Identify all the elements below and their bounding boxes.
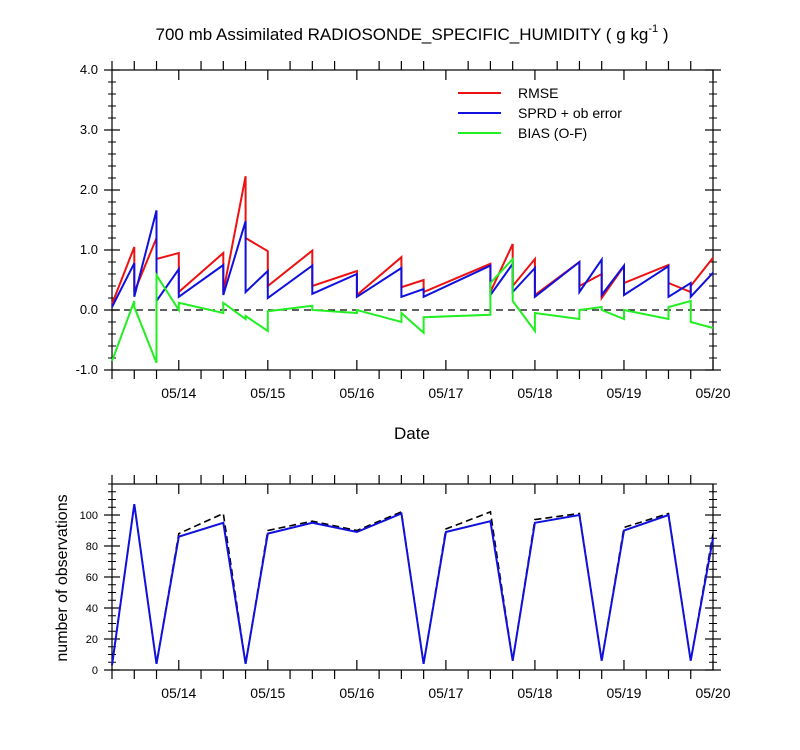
y-tick-label: 3.0 <box>80 122 98 137</box>
x-axis-label: Date <box>394 424 430 443</box>
plot-frame <box>111 69 714 371</box>
x-tick-label: 05/19 <box>606 385 641 401</box>
y-tick-label: 60 <box>86 572 98 584</box>
bottom-panel: 05/14 05/15 05/16 05/17 05/18 05/19 05/20 0 20 40… <box>80 475 731 701</box>
series-line-assimilated <box>111 503 714 666</box>
x-tick-label: 05/18 <box>517 685 552 701</box>
y-tick-label: 1.0 <box>80 242 98 257</box>
top-panel: 05/14 05/15 05/16 05/17 05/18 05/19 05/20 -1.0 0… <box>76 61 731 401</box>
series-line-sprd-ob-error <box>111 210 714 308</box>
chart-title: 700 mb Assimilated RADIOSONDE_SPECIFIC_H… <box>156 23 669 44</box>
y-tick-label: 0 <box>92 665 98 677</box>
y-tick-label: 2.0 <box>80 182 98 197</box>
x-tick-label: 05/17 <box>428 385 463 401</box>
y-axis-label-observations: number of observations <box>54 494 71 661</box>
x-tick-label: 05/20 <box>695 685 730 701</box>
plot-frame <box>111 483 714 671</box>
chart-title-end: ) <box>658 25 668 44</box>
x-tick-label: 05/14 <box>161 385 196 401</box>
x-tick-label: 05/17 <box>428 685 463 701</box>
legend-label: RMSE <box>518 85 558 101</box>
chart-title-main: 700 mb Assimilated RADIOSONDE_SPECIFIC_H… <box>156 25 649 44</box>
legend-label: SPRD + ob error <box>518 105 622 121</box>
x-tick-label: 05/16 <box>339 385 374 401</box>
y-tick-label: 0.0 <box>80 302 98 317</box>
x-tick-label: 05/20 <box>695 385 730 401</box>
y-tick-label: 20 <box>86 634 98 646</box>
x-tick-label: 05/15 <box>250 685 285 701</box>
x-tick-label: 05/15 <box>250 385 285 401</box>
y-tick-label: 40 <box>86 603 98 615</box>
series-line-bias-o-f <box>111 256 714 364</box>
x-tick-label: 05/19 <box>606 685 641 701</box>
series-line-rmse <box>111 176 714 305</box>
chart-title-sup: -1 <box>648 23 658 35</box>
x-tick-label: 05/14 <box>161 685 196 701</box>
legend-label: BIAS (O-F) <box>518 125 587 141</box>
y-tick-label: 80 <box>86 541 98 553</box>
y-tick-label: 100 <box>80 510 98 522</box>
y-tick-label: 4.0 <box>80 62 98 77</box>
x-tick-label: 05/18 <box>517 385 552 401</box>
x-tick-label: 05/16 <box>339 685 374 701</box>
y-tick-label: -1.0 <box>76 362 98 377</box>
